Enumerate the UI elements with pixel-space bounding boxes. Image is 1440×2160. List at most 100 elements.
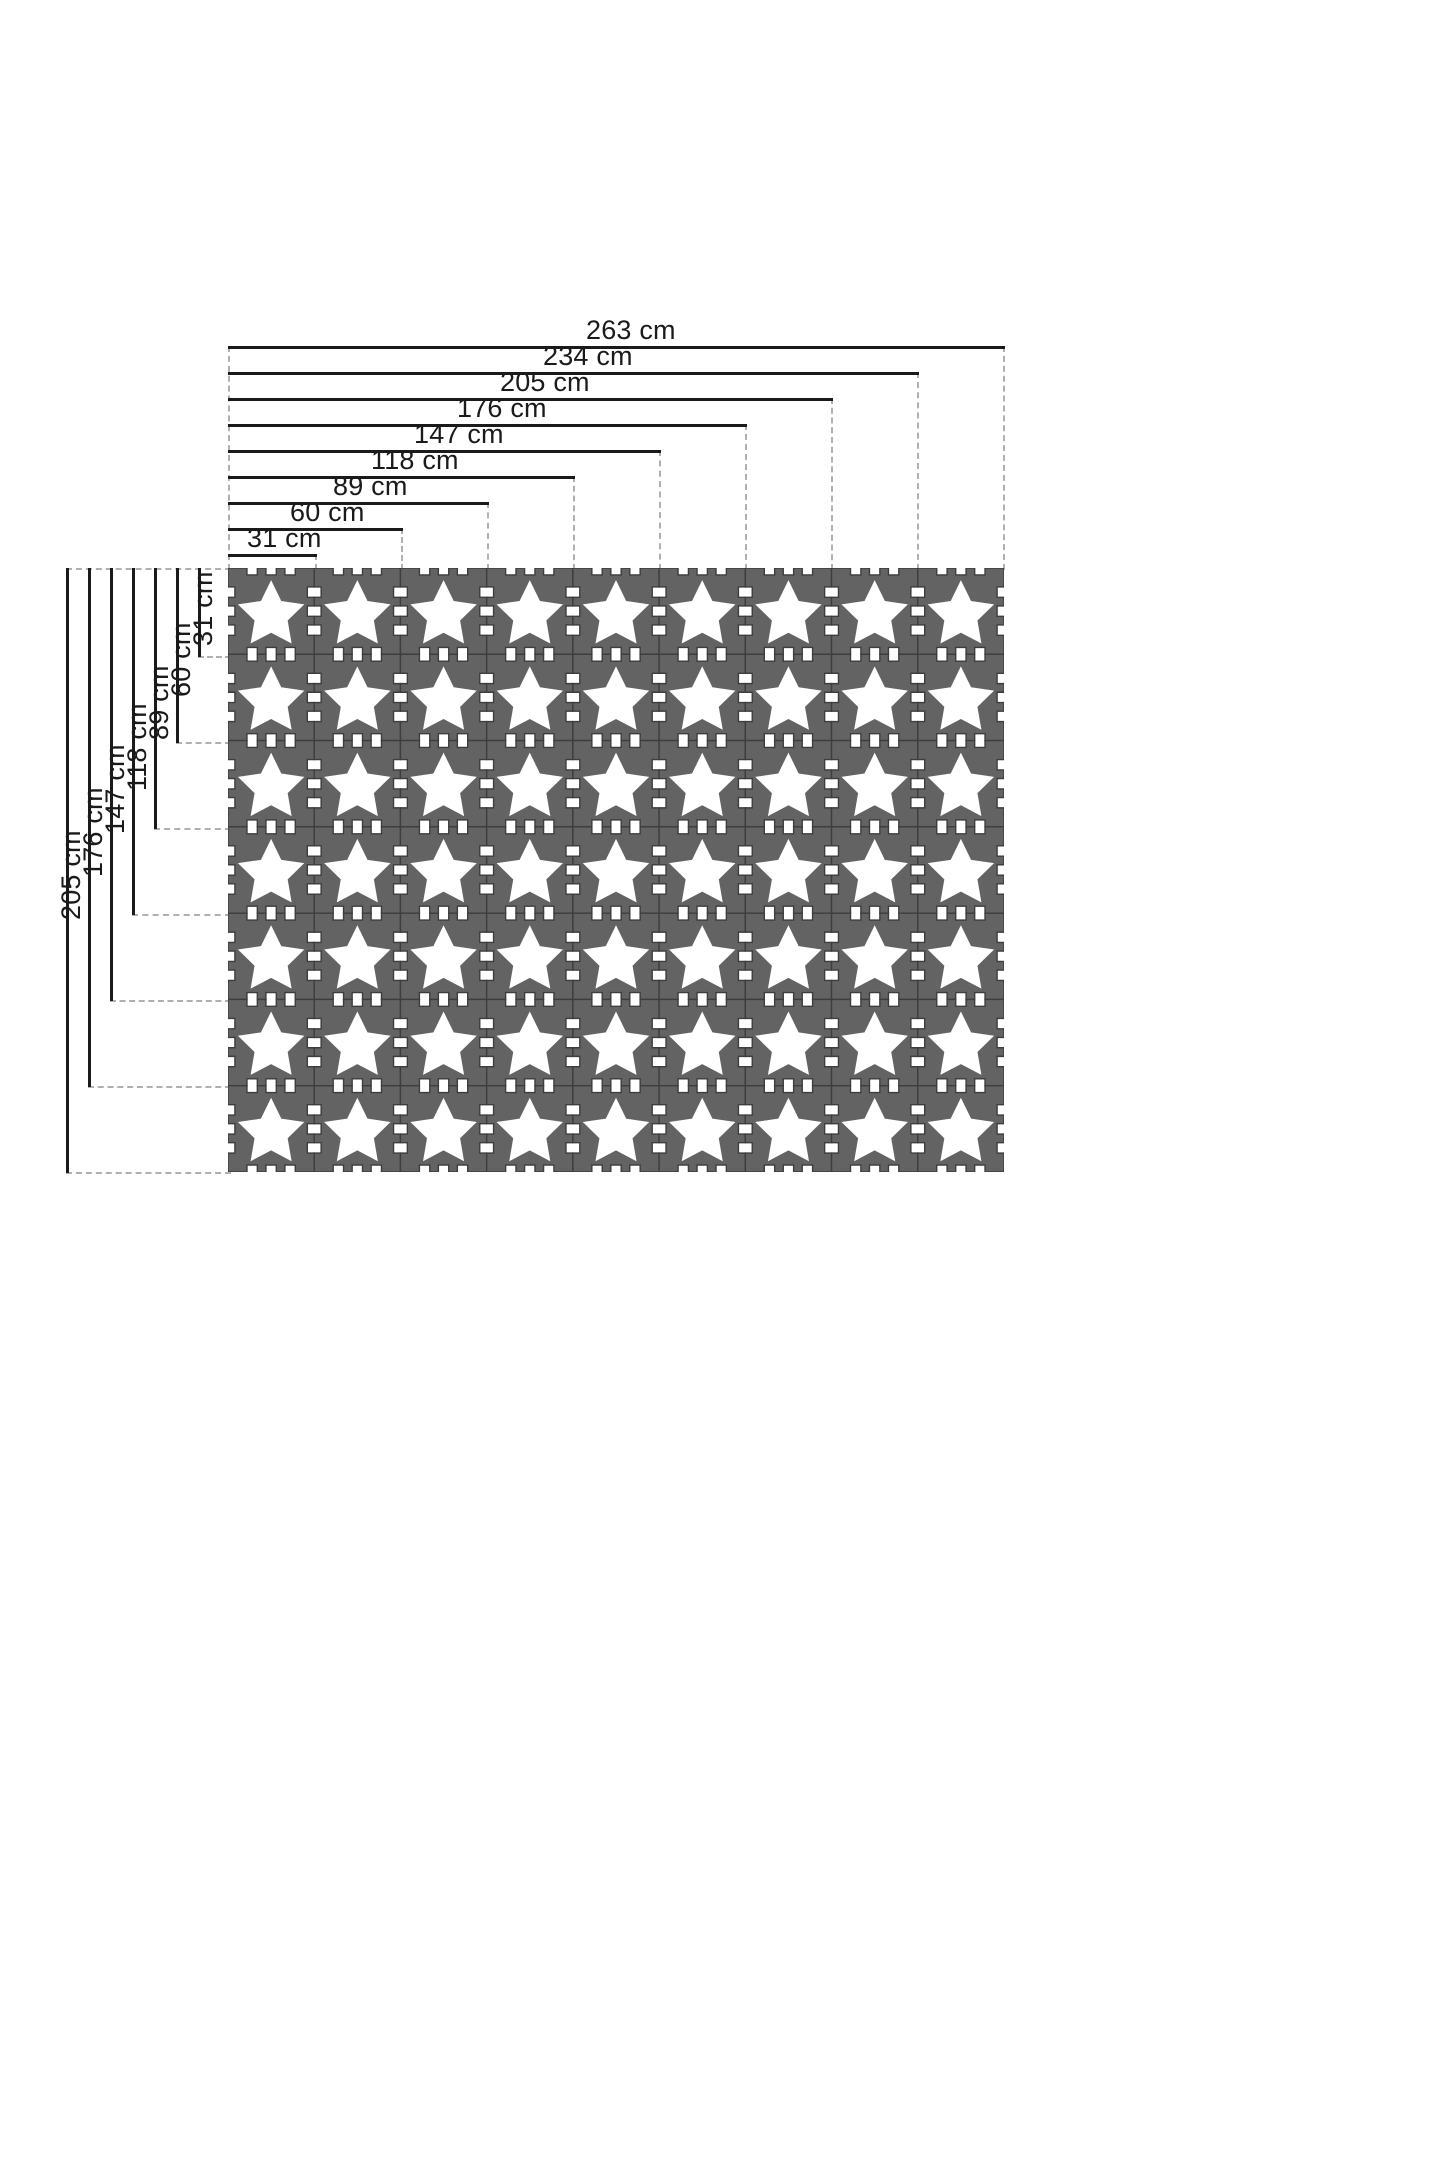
mat-tile (830, 1085, 919, 1172)
mat-tile (744, 739, 833, 828)
mat-tile (485, 912, 574, 1001)
mat-tile (658, 568, 747, 655)
mat-tile (313, 653, 402, 742)
mat-tile (572, 568, 660, 655)
guide-line-v-60 (401, 528, 403, 570)
mat-tile (830, 998, 919, 1087)
mat-tiles-layer (228, 568, 1004, 1172)
mat-tile (485, 653, 574, 742)
dimension-label-89: 89 cm (333, 471, 408, 501)
mat-tile (313, 739, 402, 828)
dimension-rule-263 (228, 346, 1005, 349)
mat-tile (658, 1085, 747, 1172)
guide-line-h-origin (66, 568, 231, 570)
dimension-rule-31 (228, 554, 317, 557)
mat-tile (917, 568, 1004, 655)
guide-line-v-263 (1003, 346, 1005, 570)
mat-tile (744, 998, 833, 1087)
mat-tile (485, 739, 574, 828)
dimension-rule-89 (228, 502, 489, 505)
mat-tile (228, 1085, 315, 1172)
mat-tile (485, 826, 574, 914)
mat-tile (744, 1085, 833, 1172)
dimension-rule-176 (228, 424, 747, 427)
mat-tile (399, 653, 488, 742)
mat-tile (485, 1085, 574, 1172)
mat-tile (744, 912, 833, 1001)
mat-tile (658, 998, 747, 1087)
mat-tile (572, 739, 660, 828)
guide-line-v-147 (659, 450, 661, 570)
mat-tile (228, 568, 315, 655)
mat-tile (917, 912, 1004, 1001)
guide-line-v-176 (745, 424, 747, 570)
guide-line-h-176 (88, 1086, 231, 1088)
mat-svg: {"cols":9,"rows":7} (228, 568, 1004, 1172)
mat-tile (830, 826, 919, 914)
mat-tile (830, 568, 919, 655)
dimension-rule-118 (228, 476, 575, 479)
guide-line-h-205 (66, 1172, 231, 1174)
mat-tile (658, 826, 747, 914)
mat-tile (313, 568, 402, 655)
dimension-rule-v-31 (198, 568, 201, 657)
dimension-label-234: 234 cm (543, 341, 633, 371)
mat-tile (399, 1085, 488, 1172)
mat-tile (399, 912, 488, 1001)
guide-line-v-31 (315, 554, 317, 570)
mat-tile (830, 912, 919, 1001)
mat-tile (313, 1085, 402, 1172)
mat-tile (399, 998, 488, 1087)
mat-tile (399, 739, 488, 828)
dimension-label-176: 176 cm (457, 393, 547, 423)
dimension-label-60: 60 cm (290, 497, 365, 527)
mat-tile (399, 826, 488, 914)
mat-tile (313, 826, 402, 914)
mat-tile (228, 912, 315, 1001)
mat-tile (658, 653, 747, 742)
dimension-rule-v-147 (110, 568, 113, 1001)
mat-tile (917, 826, 1004, 914)
mat-tile (572, 826, 660, 914)
mat-tile (228, 998, 315, 1087)
mat-tile (744, 653, 833, 742)
mat-tile (917, 739, 1004, 828)
mat-tile (917, 998, 1004, 1087)
dimension-rule-147 (228, 450, 661, 453)
guide-line-h-147 (110, 1000, 231, 1002)
mat-tile (744, 568, 833, 655)
guide-line-v-118 (573, 476, 575, 570)
dimension-label-118: 118 cm (371, 445, 459, 475)
dimension-label-147: 147 cm (414, 419, 504, 449)
mat-tile (572, 653, 660, 742)
mat-tile (572, 998, 660, 1087)
dimension-rule-v-176 (88, 568, 91, 1087)
dimension-rule-v-205 (66, 568, 69, 1173)
mat-tile (658, 739, 747, 828)
mat-tile (917, 1085, 1004, 1172)
mat-tile (228, 739, 315, 828)
dimension-label-205: 205 cm (500, 367, 590, 397)
guide-line-v-origin (228, 346, 230, 570)
mat-tile (399, 568, 488, 655)
guide-line-h-118 (132, 914, 231, 916)
mat-tile (485, 998, 574, 1087)
dimension-label-263: 263 cm (586, 315, 676, 345)
dimension-rule-v-118 (132, 568, 135, 915)
mat-tile (744, 826, 833, 914)
mat-tile (658, 912, 747, 1001)
dimension-rule-205 (228, 398, 833, 401)
mat-tile (313, 912, 402, 1001)
guide-line-h-31 (198, 656, 231, 658)
dimension-label-v-31: 31 cm (188, 571, 218, 646)
mat-tile (228, 653, 315, 742)
dimension-rule-234 (228, 372, 919, 375)
dimension-rule-60 (228, 528, 403, 531)
dimension-label-31: 31 cm (247, 523, 322, 553)
foam-mat-grid: {"cols":9,"rows":7} (228, 568, 1004, 1172)
guide-line-v-205 (831, 398, 833, 570)
guide-line-v-89 (487, 502, 489, 570)
mat-tile (830, 653, 919, 742)
mat-tile (572, 912, 660, 1001)
